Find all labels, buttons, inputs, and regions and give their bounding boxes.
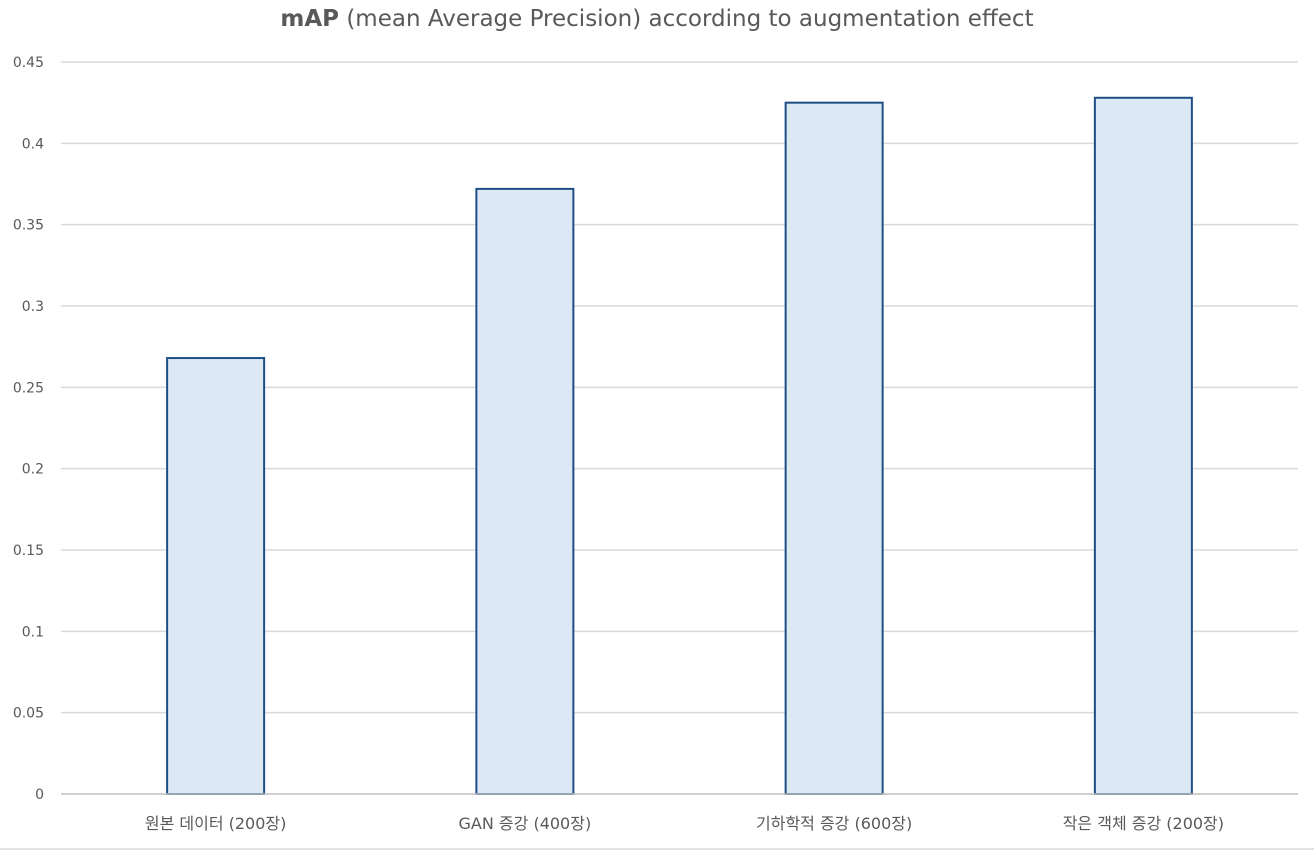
y-tick-label: 0 <box>35 787 44 803</box>
y-tick-label: 0.25 <box>13 380 44 396</box>
chart-title-bold: mAP <box>280 6 340 32</box>
x-tick-label: GAN 증강 (400장) <box>459 814 592 833</box>
chart-title-rest: (mean Average Precision) according to au… <box>339 6 1034 32</box>
x-tick-label: 원본 데이터 (200장) <box>145 814 287 833</box>
bar <box>475 187 575 795</box>
y-tick-label: 0.3 <box>22 299 44 315</box>
y-tick-label: 0.1 <box>22 624 44 640</box>
bar <box>1093 96 1193 795</box>
y-tick-label: 0.15 <box>13 543 44 559</box>
bar <box>784 101 884 795</box>
y-tick-label: 0.35 <box>13 218 44 234</box>
y-tick-label: 0.4 <box>22 136 44 152</box>
bar <box>166 357 266 795</box>
y-tick-label: 0.2 <box>22 462 44 478</box>
y-tick-label: 0.45 <box>13 55 44 71</box>
y-tick-label: 0.05 <box>13 706 44 722</box>
x-tick-label: 작은 객체 증강 (200장) <box>1063 814 1224 833</box>
x-tick-label: 기하학적 증강 (600장) <box>756 814 912 833</box>
chart-title: mAP (mean Average Precision) according t… <box>0 6 1314 32</box>
